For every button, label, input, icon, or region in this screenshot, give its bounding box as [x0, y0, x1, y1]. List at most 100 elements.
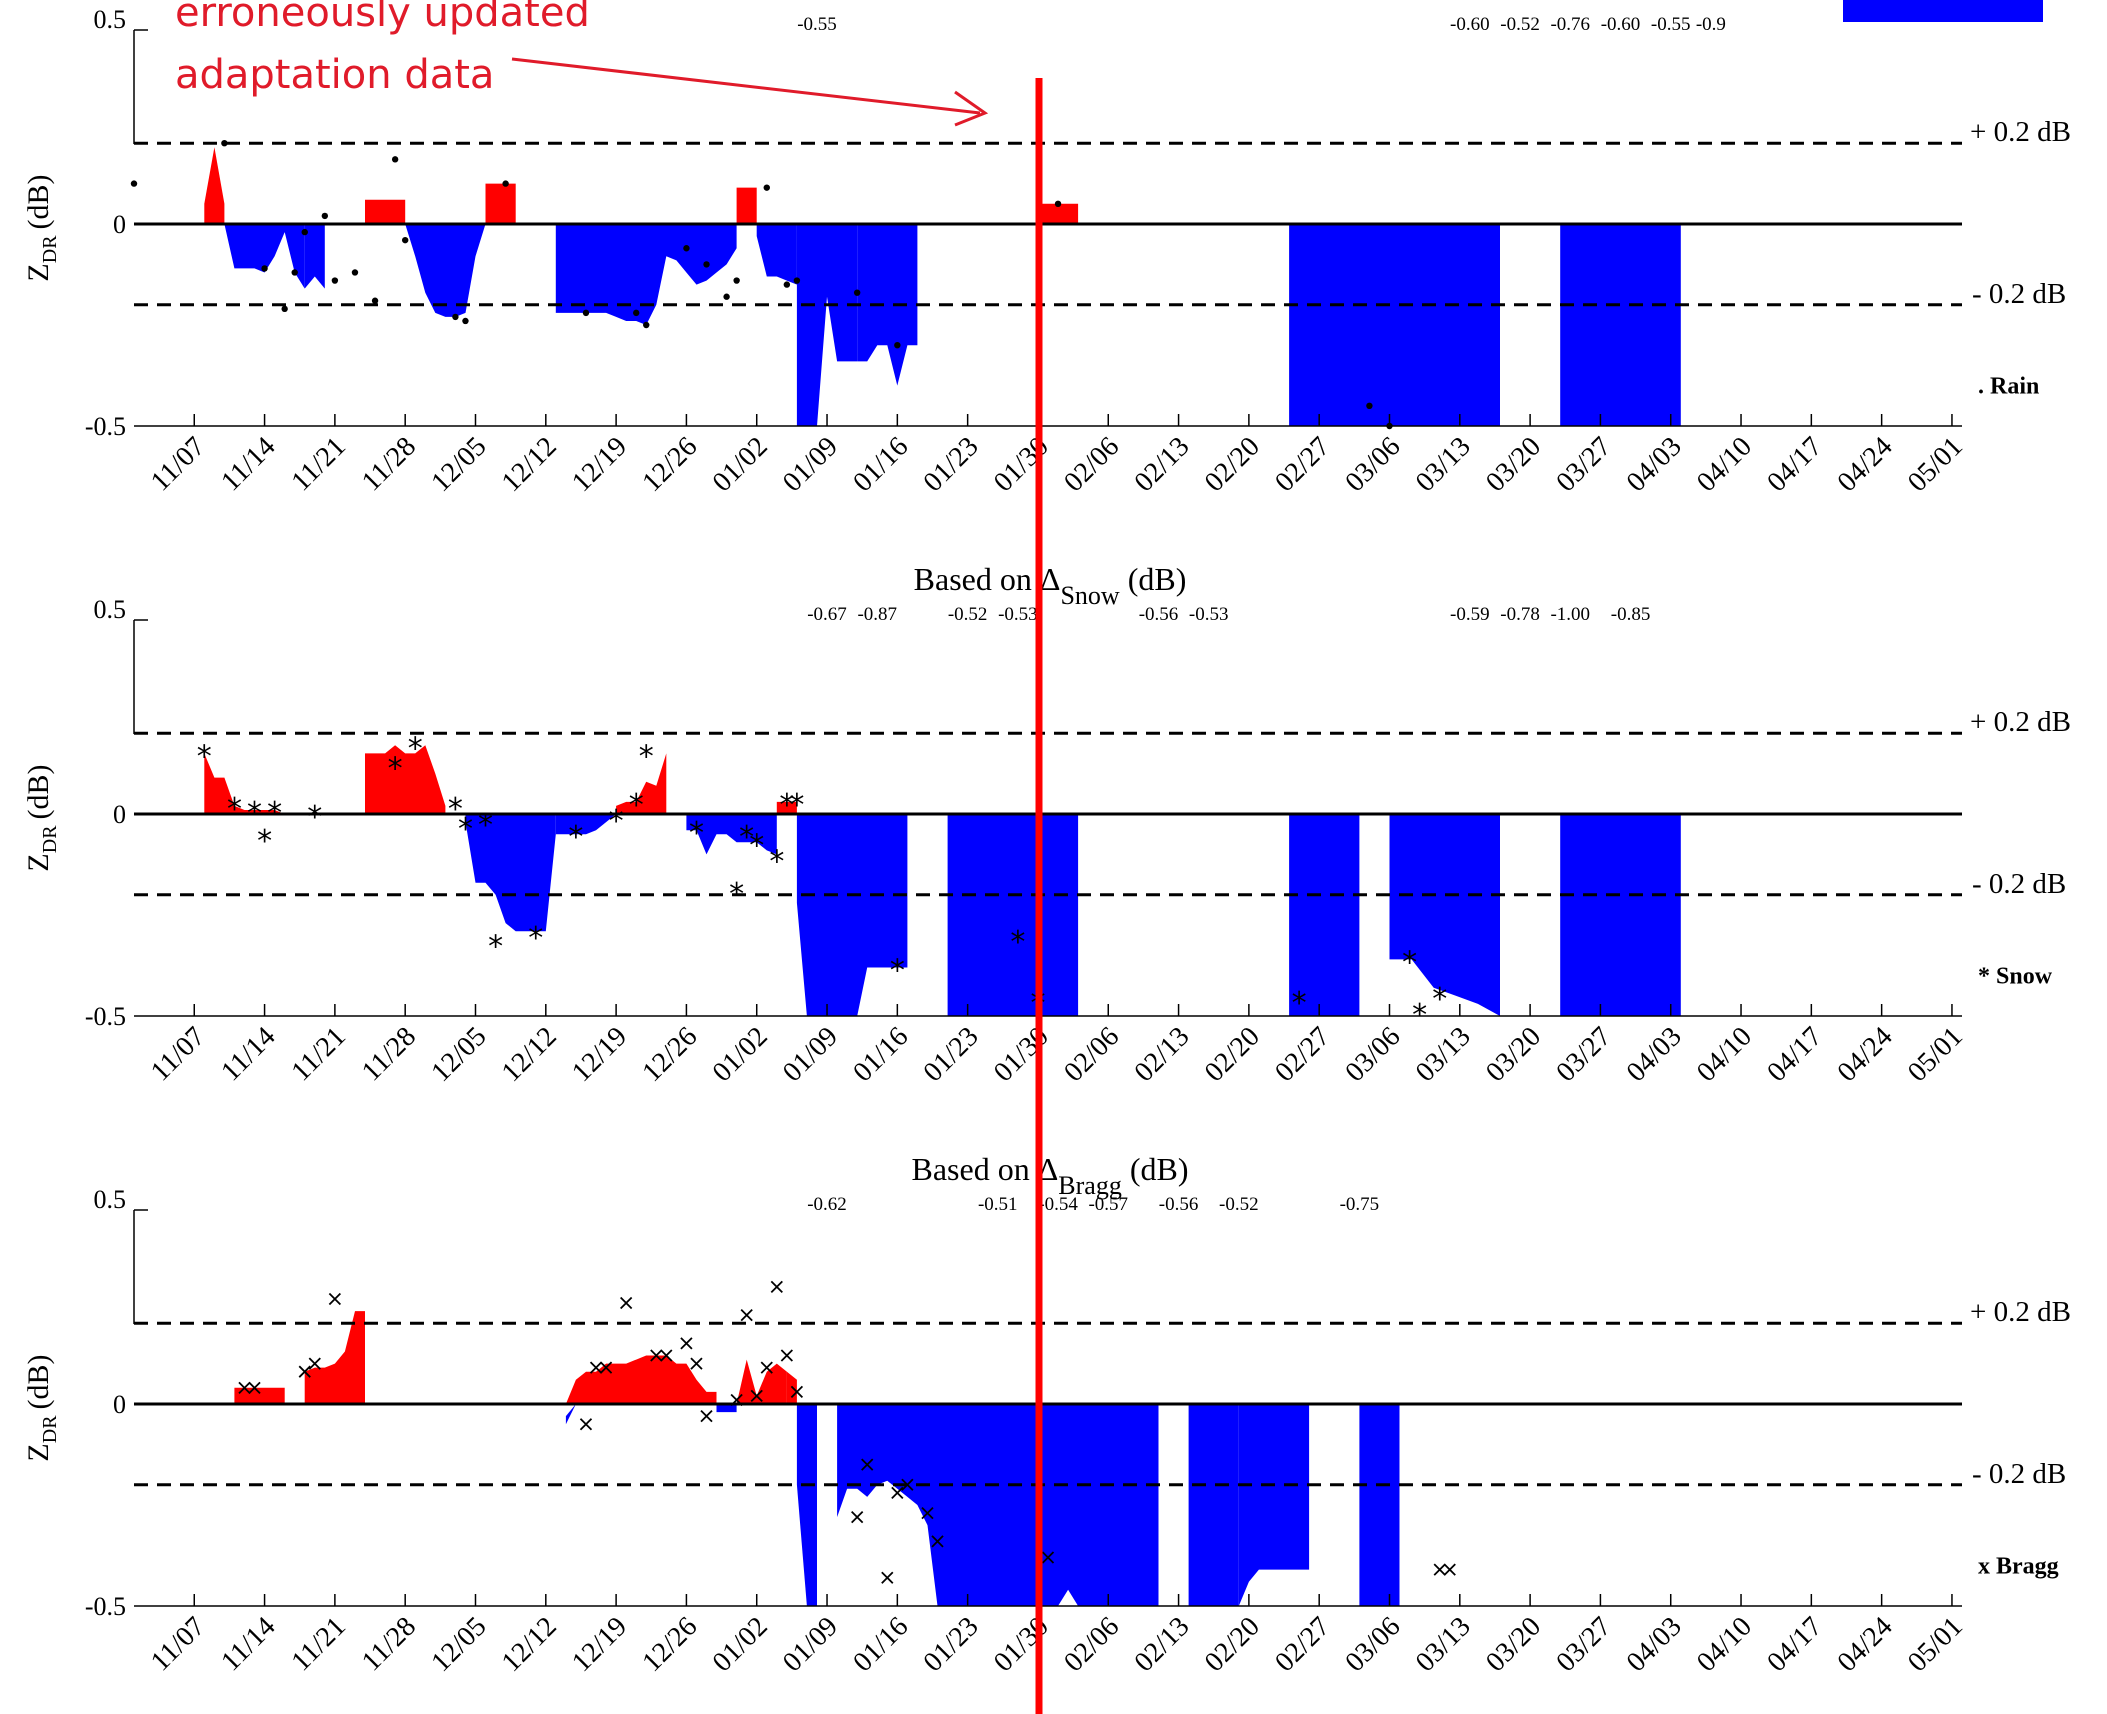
negative-bias-area [796, 1404, 817, 1606]
negative-bias-area [947, 814, 1079, 1016]
negative-bias-area [1359, 1404, 1400, 1606]
over-range-value-label: -0.67 [807, 604, 847, 625]
minus-0.2-label: - 0.2 dB [1972, 868, 2066, 900]
positive-bias-area [365, 199, 406, 224]
data-point: * [739, 820, 754, 855]
x-tick-label: 04/24 [1832, 1611, 1899, 1678]
data-point [780, 1349, 793, 1362]
data-point: * [488, 929, 503, 964]
panel-3: 0.5 0 -0.5 ZDR(dB) 11/07 11/14 11/21 11/28 12/05… [22, 1151, 2071, 1678]
over-range-value-label: -0.56 [1139, 604, 1179, 625]
plus-0.2-label: + 0.2 dB [1970, 706, 2071, 738]
over-range-value-label: -0.53 [998, 604, 1038, 625]
x-tick-label: 02/13 [1129, 1021, 1196, 1088]
x-tick-label: 11/28 [356, 431, 422, 497]
y-tick-label: -0.5 [85, 1592, 126, 1621]
annotation: erroneously updated adaptation data [175, 0, 989, 127]
data-point [770, 1280, 783, 1293]
over-range-value-label: -0.59 [1450, 604, 1490, 625]
data-point [632, 309, 640, 317]
x-tick-label: 01/23 [918, 1611, 985, 1678]
data-point [643, 321, 650, 329]
minus-0.2-label: - 0.2 dB [1972, 1458, 2066, 1490]
negative-bias-area [1560, 814, 1681, 1016]
over-range-value-label: -0.51 [978, 1194, 1018, 1215]
x-tick-label: 12/19 [566, 431, 633, 498]
data-point: * [568, 820, 583, 855]
over-range-value-label: -0.9 [1696, 14, 1726, 35]
data-point [1386, 422, 1393, 430]
x-tick-label: 11/28 [356, 1611, 422, 1677]
x-tick-label: 01/23 [918, 431, 985, 498]
x-tick-label: 03/06 [1339, 1611, 1406, 1678]
x-tick-label: 12/26 [636, 1611, 703, 1678]
data-point: * [789, 788, 804, 823]
data-point [261, 265, 268, 272]
positive-bias-area [736, 1359, 787, 1404]
data-point [1366, 402, 1373, 409]
x-tick-label: 11/21 [286, 1611, 352, 1677]
positive-bias-area [204, 753, 285, 814]
y-tick-label: 0 [113, 1390, 126, 1419]
data-point [891, 1486, 904, 1500]
data-point [790, 1385, 804, 1399]
y-tick-label: 0.5 [94, 1185, 127, 1214]
x-tick-label: 04/24 [1832, 431, 1899, 498]
negative-bias-area [555, 814, 617, 835]
data-point [881, 1571, 894, 1584]
data-point: * [1432, 982, 1447, 1017]
data-point [793, 277, 801, 284]
x-tick-label: 12/05 [425, 431, 492, 498]
minus-0.2-label: - 0.2 dB [1972, 278, 2066, 310]
data-point: * [1292, 986, 1307, 1021]
x-tick-label: 03/20 [1480, 1611, 1547, 1678]
negative-bias-area [716, 1404, 737, 1413]
data-point [391, 156, 399, 163]
data-point [901, 1478, 914, 1491]
x-tick-label: 04/24 [1832, 1021, 1899, 1088]
x-tick-label: 05/01 [1902, 1021, 1969, 1088]
data-point [599, 1361, 613, 1374]
positive-bias-area [565, 1355, 717, 1404]
clipped-legend-fragment [1843, 0, 2043, 22]
data-point: * [247, 796, 262, 831]
x-tick-label: 03/27 [1550, 431, 1617, 498]
negative-bias-area [1188, 1404, 1239, 1606]
data-point: * [267, 796, 282, 831]
data-point [298, 1365, 311, 1378]
negative-bias-area [304, 224, 325, 289]
over-range-value-label: -0.75 [1340, 1194, 1380, 1215]
positive-bias-area [776, 801, 797, 814]
positive-bias-area [736, 187, 757, 224]
over-range-value-label: -0.78 [1500, 604, 1540, 625]
x-tick-label: 11/21 [286, 431, 352, 497]
data-point: * [639, 739, 654, 774]
data-point [328, 1292, 342, 1306]
over-range-value-label: -0.60 [1450, 14, 1490, 35]
negative-bias-area [1289, 814, 1360, 1016]
positive-bias-area [365, 745, 446, 814]
data-point: * [1402, 945, 1417, 980]
x-tick-label: 12/26 [636, 431, 703, 498]
over-range-value-label: -0.53 [1189, 604, 1229, 625]
over-range-value-label: -0.57 [1088, 1194, 1128, 1215]
data-point: * [528, 921, 543, 956]
data-point [351, 269, 359, 276]
over-range-value-label: -0.60 [1601, 14, 1641, 35]
positive-bias-area [485, 183, 516, 224]
data-point [401, 236, 409, 244]
data-point: * [779, 788, 794, 823]
data-point [371, 297, 379, 304]
data-point [730, 1393, 743, 1407]
negative-bias-area [696, 224, 737, 285]
x-tick-label: 04/10 [1691, 1021, 1758, 1088]
data-point [733, 277, 740, 284]
data-point: * [257, 824, 272, 859]
data-point: * [478, 808, 493, 843]
negative-bias-area [796, 814, 908, 1016]
x-tick-label: 02/06 [1058, 1021, 1125, 1088]
over-range-value-label: -0.55 [1651, 14, 1691, 35]
data-point: * [1412, 998, 1427, 1033]
data-point [130, 180, 138, 187]
